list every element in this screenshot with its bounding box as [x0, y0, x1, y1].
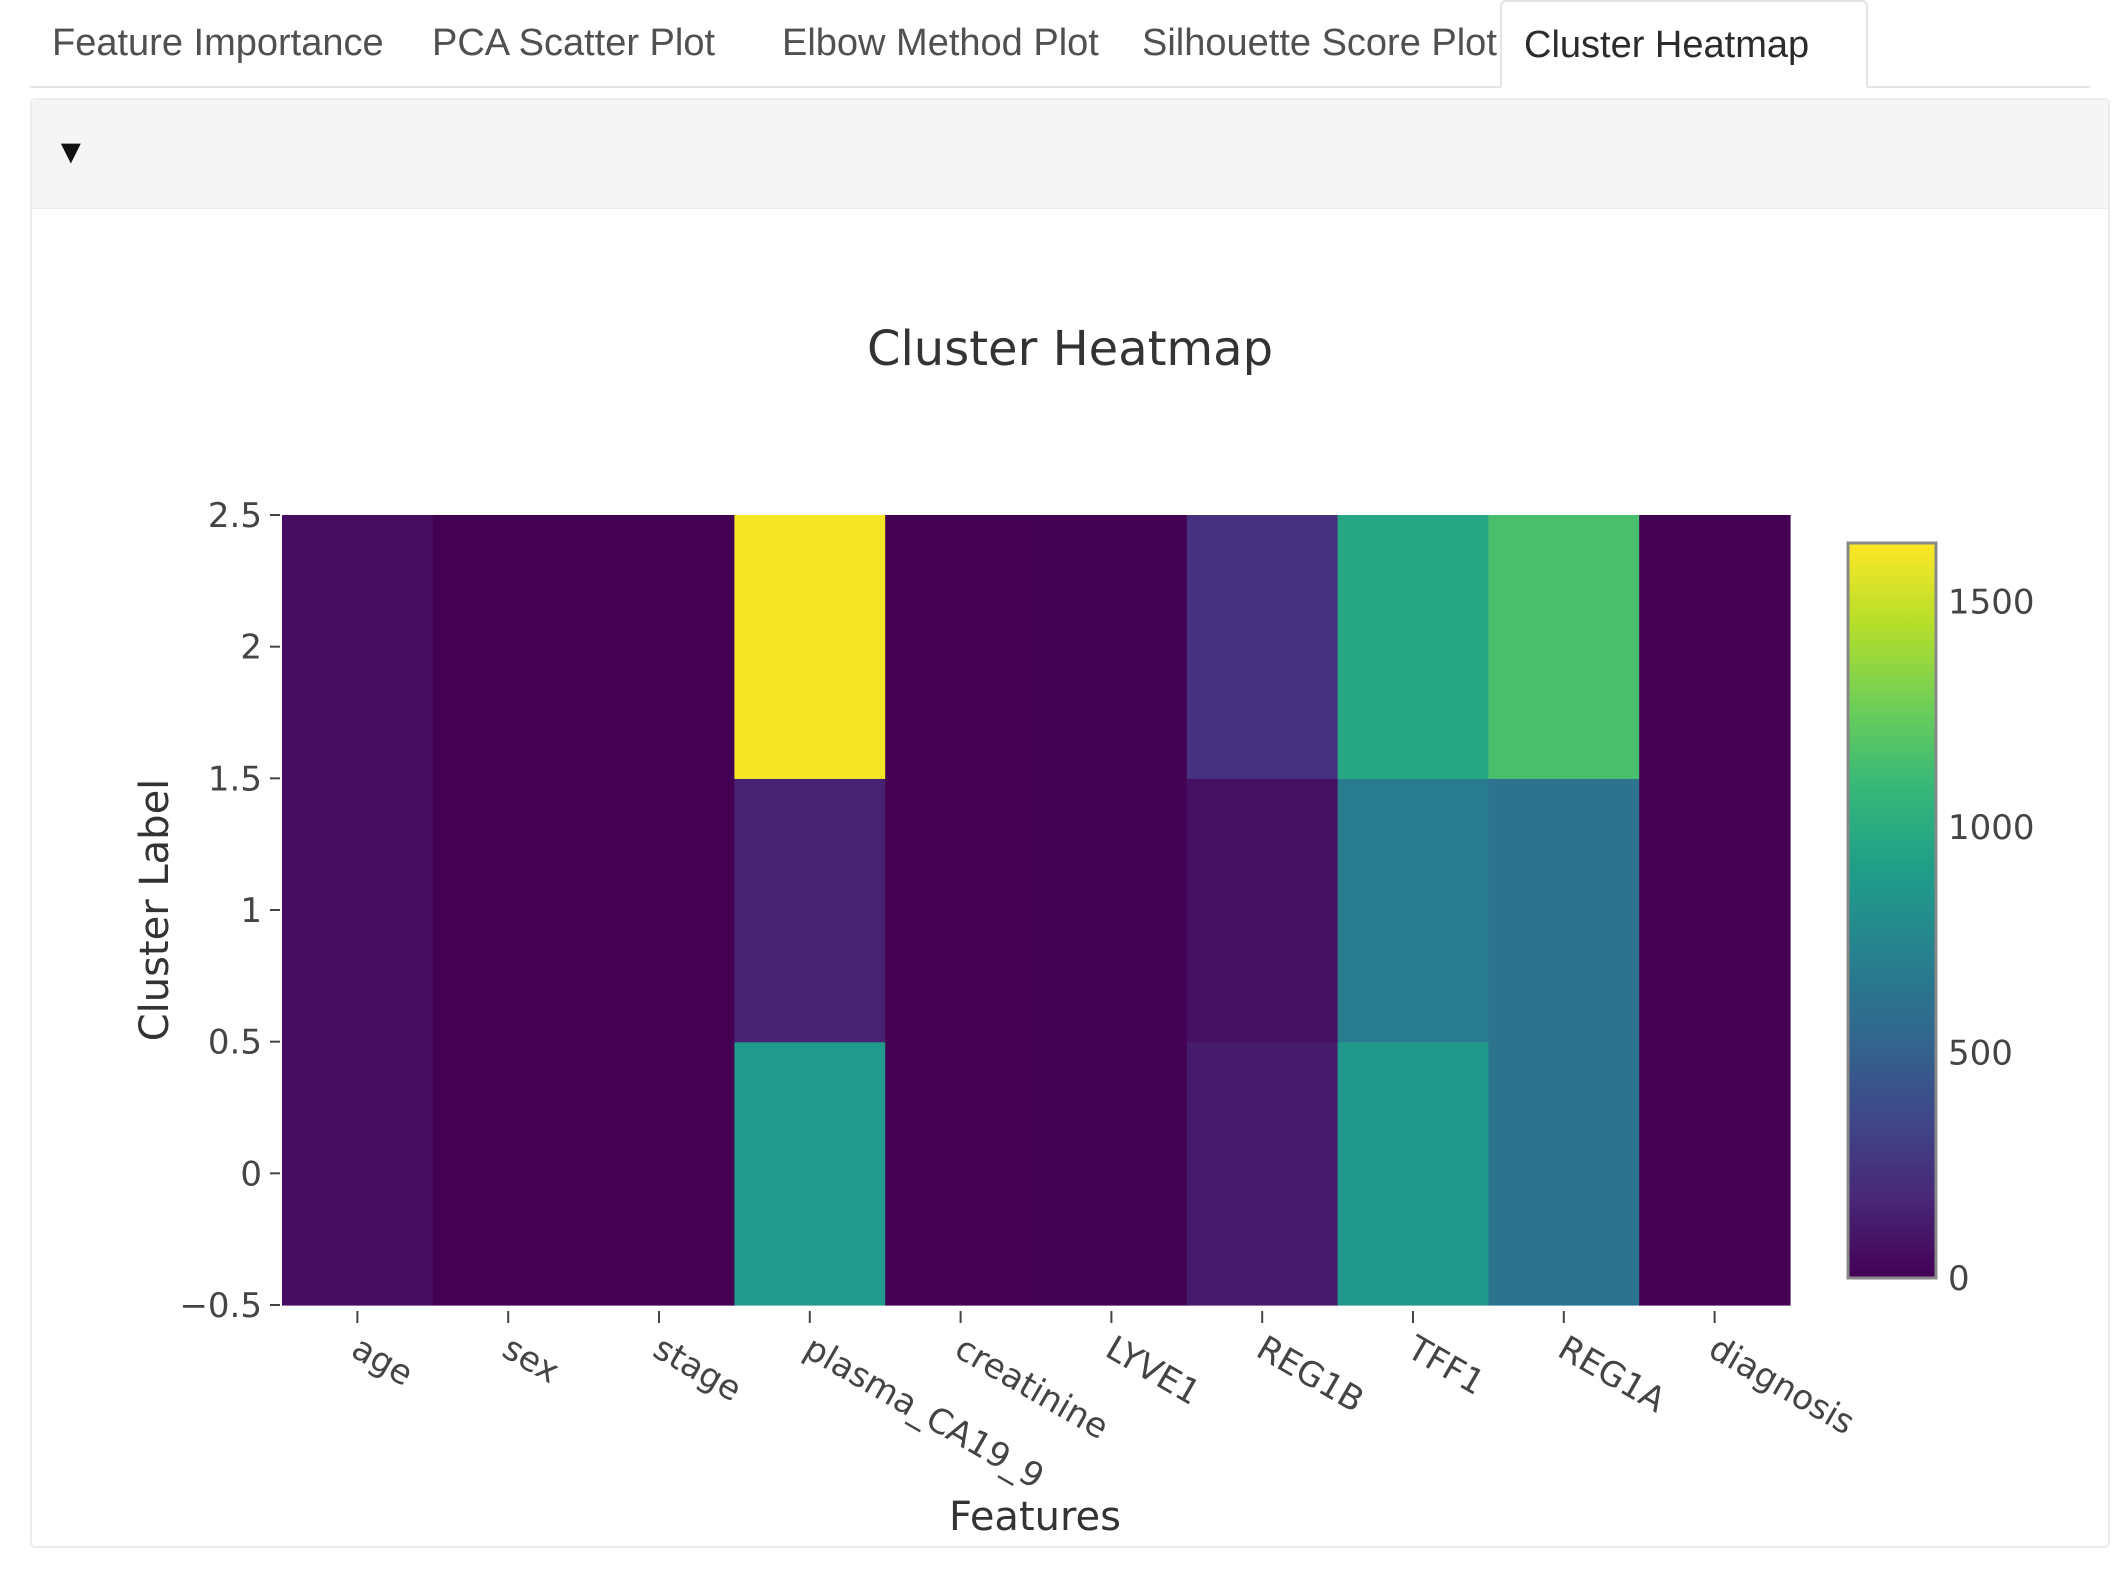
heatmap-cell-sex-cluster-0 [432, 1041, 585, 1306]
y-tick-label: −0.5 [179, 1286, 262, 1326]
heatmap-cell-REG1B-cluster-1 [1186, 778, 1339, 1043]
heatmap-cell-LYVE1-cluster-1 [1036, 778, 1188, 1043]
heatmap-cell-plasma_CA19_9-cluster-0 [734, 1041, 886, 1306]
y-tick-label: 0.5 [208, 1023, 262, 1063]
heatmap-cell-plasma_CA19_9-cluster-1 [734, 778, 886, 1043]
tab-cluster-heatmap[interactable]: Cluster Heatmap [1500, 0, 1868, 88]
x-tick-label-lyve1: LYVE1 [1099, 1328, 1207, 1413]
x-axis-label: Features [949, 1494, 1121, 1540]
heatmap-cell-REG1A-cluster-1 [1488, 778, 1640, 1043]
heatmap-cell-creatinine-cluster-0 [885, 1041, 1037, 1306]
chart-title: Cluster Heatmap [867, 321, 1273, 377]
heatmap-cell-TFF1-cluster-1 [1337, 778, 1489, 1043]
x-tick-label-sex: sex [496, 1328, 566, 1392]
heatmap-cell-sex-cluster-1 [432, 778, 585, 1043]
heatmap-cell-stage-cluster-0 [583, 1041, 735, 1306]
heatmap-cell-TFF1-cluster-0 [1337, 1041, 1489, 1306]
colorbar-tick-label: 1000 [1948, 808, 2035, 848]
colorbar [1846, 541, 1938, 1280]
tab-silhouette-score-plot[interactable]: Silhouette Score Plot [1142, 22, 1497, 64]
y-axis-label: Cluster Label [132, 779, 178, 1042]
heatmap-cell-plasma_CA19_9-cluster-2 [734, 515, 886, 779]
heatmap-cell-age-cluster-1 [282, 778, 434, 1043]
colorbar-tick-label: 500 [1948, 1034, 2013, 1074]
heatmap-cell-diagnosis-cluster-2 [1639, 515, 1791, 779]
heatmap-cells [282, 515, 1791, 1306]
tab-pca-scatter-plot[interactable]: PCA Scatter Plot [432, 22, 716, 64]
y-tick-label: 2.5 [208, 496, 262, 536]
y-tick-label: 1.5 [208, 759, 262, 799]
heatmap-cell-age-cluster-2 [282, 515, 434, 779]
colorbar-ticks: 0 500 1000 1500 [1948, 583, 2035, 1299]
heatmap-cell-diagnosis-cluster-1 [1639, 778, 1791, 1043]
heatmap-cell-sex-cluster-2 [432, 515, 585, 779]
heatmap-cell-creatinine-cluster-2 [885, 515, 1037, 779]
x-tick-label-diagnosis: diagnosis [1702, 1328, 1861, 1443]
heatmap-cell-REG1B-cluster-0 [1186, 1041, 1339, 1306]
heatmap-cell-creatinine-cluster-1 [885, 778, 1037, 1043]
heatmap-cell-stage-cluster-1 [583, 778, 735, 1043]
tab-bar: Feature Importance PCA Scatter Plot Elbo… [30, 0, 2090, 88]
heatmap-cell-REG1B-cluster-2 [1186, 515, 1339, 779]
colorbar-tick-label: 0 [1948, 1259, 1970, 1299]
heatmap-cell-LYVE1-cluster-2 [1036, 515, 1188, 779]
heatmap-cell-LYVE1-cluster-0 [1036, 1041, 1188, 1306]
tab-feature-importance[interactable]: Feature Importance [52, 22, 384, 64]
colorbar-tick-label: 1500 [1948, 583, 2035, 623]
x-tick-label-stage: stage [647, 1328, 749, 1410]
tab-elbow-method-plot[interactable]: Elbow Method Plot [782, 22, 1099, 64]
y-tick-label: 0 [240, 1154, 262, 1194]
x-tick-label-tff1: TFF1 [1400, 1328, 1491, 1404]
heatmap-cell-age-cluster-0 [282, 1041, 434, 1306]
x-tick-label-reg1b: REG1B [1250, 1328, 1371, 1421]
x-tick-label-reg1a: REG1A [1551, 1328, 1672, 1421]
heatmap-cell-diagnosis-cluster-0 [1639, 1041, 1791, 1306]
heatmap-cell-TFF1-cluster-2 [1337, 515, 1489, 779]
heatmap-cell-REG1A-cluster-2 [1488, 515, 1640, 779]
heatmap-cell-stage-cluster-2 [583, 515, 735, 779]
heatmap-cell-REG1A-cluster-0 [1488, 1041, 1640, 1306]
y-axis: −0.5 0 0.5 1 1.5 2 2.5 [179, 496, 280, 1326]
y-tick-label: 1 [240, 891, 262, 931]
x-tick-label-age: age [345, 1328, 420, 1394]
triangle-down-icon[interactable]: ▼ [54, 133, 88, 171]
y-tick-label: 2 [240, 628, 262, 668]
panel-header: ▼ [32, 100, 2108, 209]
